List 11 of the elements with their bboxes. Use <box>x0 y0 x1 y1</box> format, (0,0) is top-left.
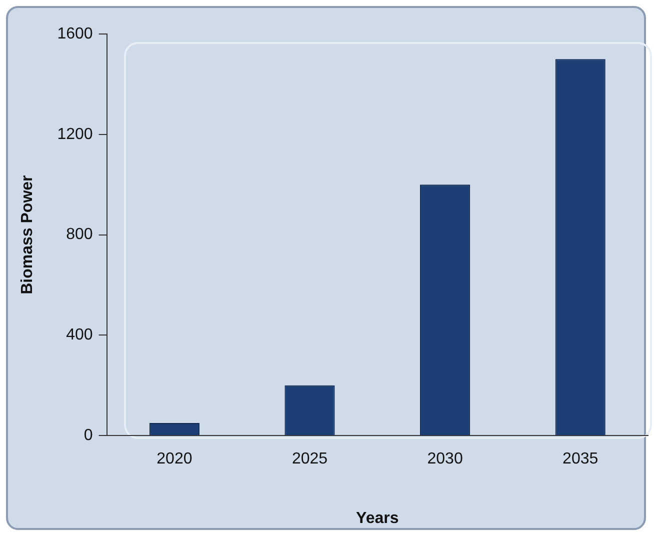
y-tick-label: 1200 <box>57 126 93 143</box>
y-tick-label: 400 <box>66 326 93 344</box>
x-tick-label: 2025 <box>292 450 328 468</box>
x-tick-label: 2030 <box>427 450 463 468</box>
x-tick-label: 2035 <box>562 450 598 468</box>
y-tick-label: 800 <box>66 226 93 244</box>
y-tick-label: 1600 <box>57 25 93 42</box>
x-tick-label: 2020 <box>156 450 192 468</box>
y-tick-label: 0 <box>84 427 93 444</box>
y-axis-title: Biomass Power <box>19 175 36 294</box>
x-axis-title: Years <box>356 510 399 527</box>
